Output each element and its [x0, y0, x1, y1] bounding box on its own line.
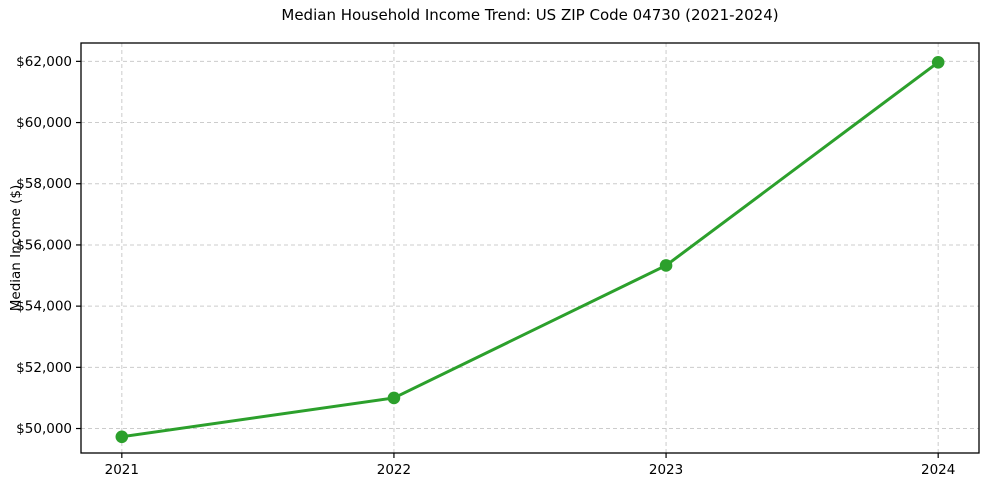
- plot-border: [80, 42, 980, 454]
- x-tick-label: 2024: [921, 462, 955, 478]
- x-tick-label: 2023: [649, 462, 683, 478]
- y-tick-label: $60,000: [16, 115, 72, 131]
- y-tick-label: $56,000: [16, 237, 72, 253]
- x-tick-label: 2021: [105, 462, 139, 478]
- y-tick-label: $52,000: [16, 360, 72, 376]
- y-tick-label: $54,000: [16, 299, 72, 315]
- data-point-marker: [115, 430, 129, 444]
- data-point-marker: [659, 259, 673, 272]
- data-point-marker: [931, 55, 945, 69]
- chart-title: Median Household Income Trend: US ZIP Co…: [281, 6, 779, 24]
- trend-line: [120, 60, 940, 439]
- y-tick-label: $50,000: [16, 421, 72, 437]
- y-tick-label: $58,000: [16, 176, 72, 192]
- data-point-marker: [387, 391, 401, 405]
- x-tick-label: 2022: [377, 462, 411, 478]
- y-tick-label: $62,000: [16, 54, 72, 70]
